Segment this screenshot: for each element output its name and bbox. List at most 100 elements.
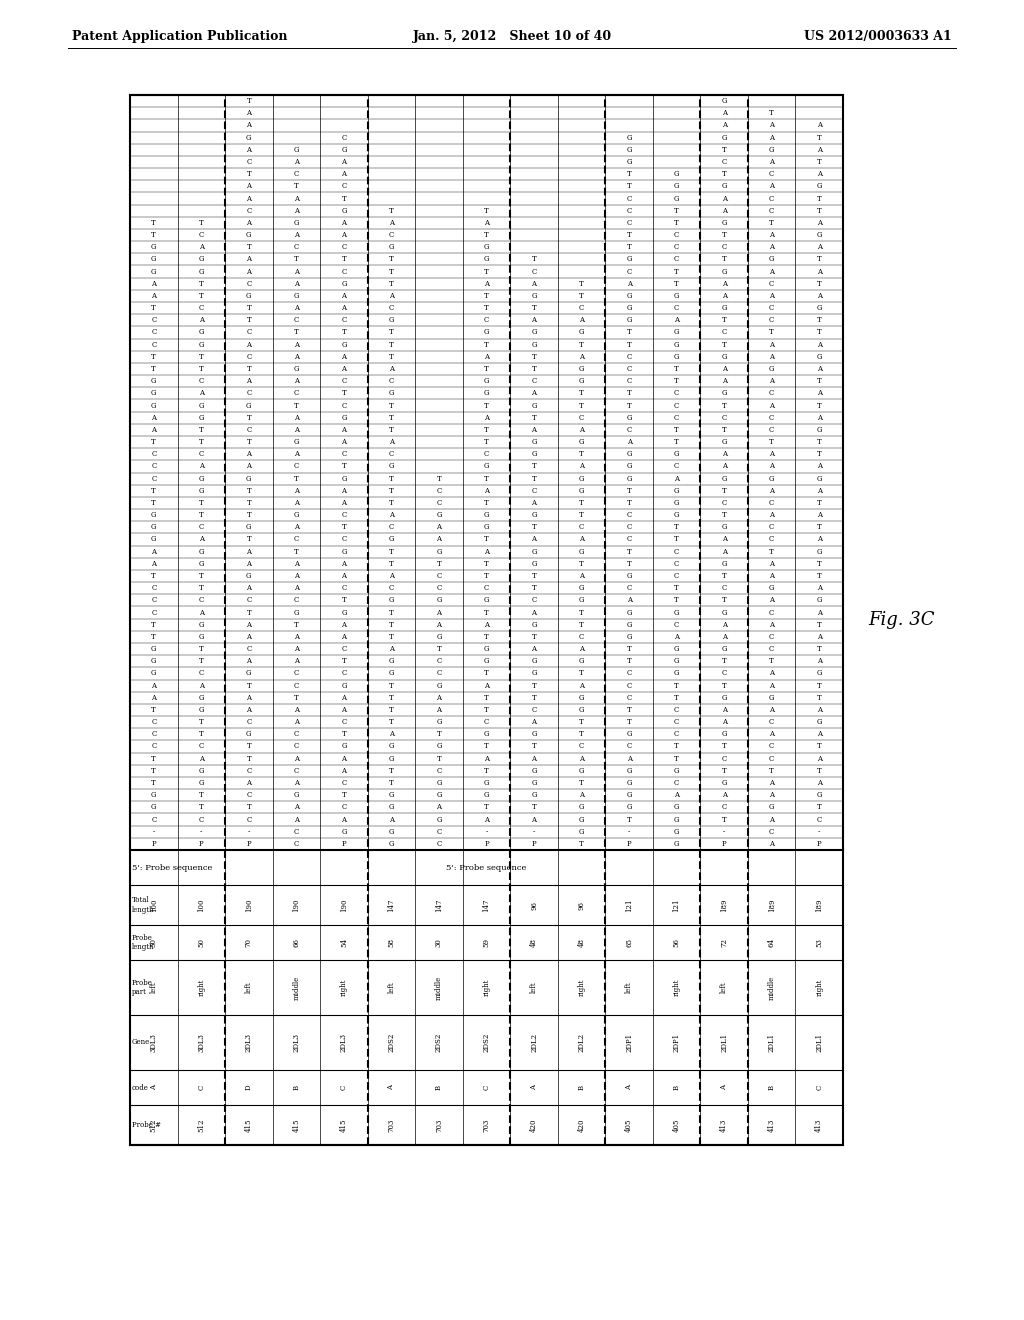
Text: T: T [342, 523, 346, 531]
Text: C: C [579, 523, 584, 531]
Text: A: A [436, 694, 441, 702]
Text: G: G [531, 767, 537, 775]
Text: T: T [247, 499, 251, 507]
Text: A: A [769, 401, 774, 409]
Text: A: A [722, 121, 727, 129]
Text: G: G [722, 730, 727, 738]
Text: G: G [199, 268, 204, 276]
Text: T: T [152, 487, 156, 495]
Text: G: G [436, 597, 441, 605]
Text: T: T [722, 597, 727, 605]
Text: A: A [769, 487, 774, 495]
Text: T: T [769, 657, 774, 665]
Text: C: C [341, 450, 346, 458]
Text: A: A [247, 694, 251, 702]
Text: C: C [294, 669, 299, 677]
Text: A: A [294, 378, 299, 385]
Text: A: A [722, 548, 727, 556]
Text: C: C [389, 378, 394, 385]
Text: G: G [579, 706, 585, 714]
Text: B: B [293, 1085, 300, 1090]
Text: T: T [627, 499, 632, 507]
Text: A: A [817, 536, 821, 544]
Text: C: C [579, 742, 584, 751]
Text: A: A [294, 158, 299, 166]
Text: G: G [816, 718, 822, 726]
Text: 2DL1: 2DL1 [720, 1034, 728, 1052]
Text: T: T [199, 657, 204, 665]
Text: -: - [200, 828, 203, 836]
Text: G: G [579, 487, 585, 495]
Text: A: A [389, 438, 394, 446]
Text: T: T [817, 645, 821, 653]
Text: C: C [389, 523, 394, 531]
Text: T: T [817, 401, 821, 409]
Text: G: G [151, 804, 157, 812]
Text: G: G [674, 487, 679, 495]
Text: A: A [769, 268, 774, 276]
Text: 147: 147 [387, 898, 395, 912]
Text: C: C [246, 158, 252, 166]
Text: G: G [389, 389, 394, 397]
Text: A: A [294, 352, 299, 360]
Text: G: G [341, 207, 347, 215]
Text: G: G [294, 438, 299, 446]
Text: -: - [248, 828, 250, 836]
Text: C: C [627, 523, 632, 531]
Text: G: G [436, 548, 441, 556]
Text: left: left [245, 982, 253, 994]
Text: T: T [247, 755, 251, 763]
Text: A: A [484, 816, 489, 824]
Text: C: C [627, 742, 632, 751]
Text: G: G [389, 755, 394, 763]
Text: G: G [389, 243, 394, 251]
Text: A: A [436, 620, 441, 628]
Text: A: A [817, 389, 821, 397]
Text: C: C [294, 597, 299, 605]
Text: T: T [627, 389, 632, 397]
Text: A: A [247, 182, 251, 190]
Text: T: T [531, 462, 537, 470]
Text: T: T [817, 572, 821, 579]
Text: G: G [627, 767, 632, 775]
Text: T: T [389, 560, 394, 568]
Text: C: C [769, 499, 774, 507]
Text: T: T [152, 572, 156, 579]
Text: T: T [152, 352, 156, 360]
Text: C: C [199, 742, 204, 751]
Text: G: G [579, 816, 585, 824]
Text: G: G [246, 730, 252, 738]
Text: C: C [531, 487, 537, 495]
Text: T: T [484, 207, 488, 215]
Text: T: T [817, 378, 821, 385]
Text: C: C [722, 669, 727, 677]
Text: G: G [246, 292, 252, 300]
Text: C: C [246, 280, 252, 288]
Text: T: T [389, 426, 394, 434]
Text: C: C [246, 389, 252, 397]
Text: T: T [199, 511, 204, 519]
Text: A: A [769, 182, 774, 190]
Text: C: C [769, 536, 774, 544]
Text: 420: 420 [530, 1118, 538, 1131]
Text: T: T [436, 475, 441, 483]
Text: T: T [817, 560, 821, 568]
Text: G: G [151, 243, 157, 251]
Text: T: T [389, 718, 394, 726]
Text: C: C [341, 645, 346, 653]
Text: C: C [246, 791, 252, 799]
Text: 2DP1: 2DP1 [625, 1034, 633, 1052]
Text: A: A [341, 366, 346, 374]
Text: A: A [341, 219, 346, 227]
Text: T: T [199, 352, 204, 360]
Text: G: G [389, 840, 394, 847]
Text: 190: 190 [293, 898, 300, 912]
Text: G: G [483, 511, 489, 519]
Text: P: P [152, 840, 156, 847]
Text: G: G [436, 791, 441, 799]
Text: G: G [483, 597, 489, 605]
Text: T: T [674, 694, 679, 702]
Text: A: A [341, 755, 346, 763]
Text: G: G [579, 828, 585, 836]
Text: T: T [389, 620, 394, 628]
